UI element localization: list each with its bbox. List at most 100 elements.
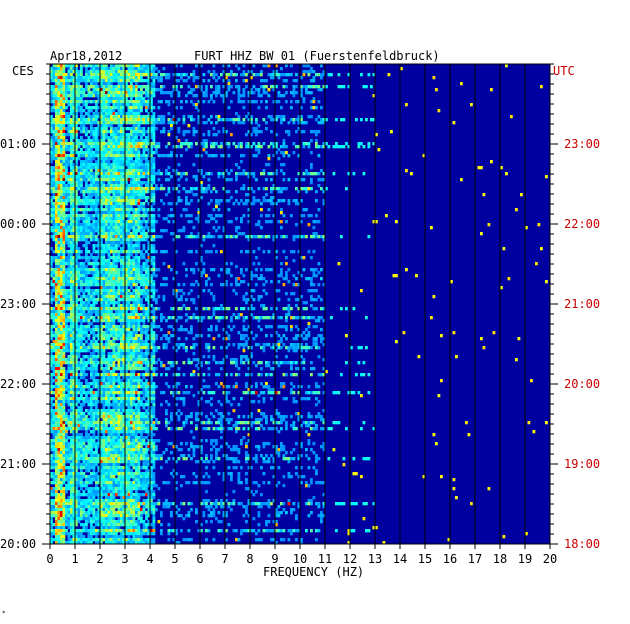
heatmap-cell bbox=[82, 265, 86, 269]
heatmap-cell bbox=[145, 121, 148, 125]
heatmap-cell bbox=[132, 103, 136, 107]
heatmap-cell bbox=[147, 64, 151, 68]
heatmap-cell bbox=[110, 184, 113, 188]
heatmap-cell bbox=[50, 76, 53, 80]
heatmap-cell bbox=[67, 199, 71, 203]
heatmap-cell bbox=[107, 202, 111, 206]
heatmap-cell bbox=[85, 106, 88, 110]
heatmap-cell bbox=[275, 85, 278, 89]
heatmap-cell bbox=[150, 322, 153, 326]
heatmap-cell bbox=[227, 172, 231, 176]
heatmap-cell bbox=[127, 85, 131, 89]
heatmap-cell bbox=[50, 271, 53, 275]
heatmap-cell bbox=[247, 238, 251, 242]
heatmap-cell bbox=[217, 307, 221, 311]
heatmap-cell bbox=[70, 250, 73, 254]
heatmap-cell bbox=[232, 91, 236, 95]
heatmap-cell bbox=[252, 235, 256, 239]
heatmap-cell bbox=[97, 226, 101, 230]
heatmap-cell bbox=[197, 235, 201, 239]
heatmap-cell bbox=[97, 211, 101, 215]
heatmap-cell bbox=[160, 73, 163, 77]
heatmap-cell bbox=[205, 91, 208, 95]
heatmap-cell bbox=[100, 208, 103, 212]
heatmap-cell bbox=[247, 307, 251, 311]
heatmap-cell bbox=[292, 151, 296, 155]
heatmap-cell bbox=[220, 214, 223, 218]
heatmap-cell bbox=[280, 121, 283, 125]
heatmap-cell bbox=[220, 118, 223, 122]
heatmap-cell bbox=[112, 235, 116, 239]
heatmap-cell bbox=[150, 217, 153, 221]
heatmap-cell bbox=[290, 100, 293, 104]
heatmap-cell bbox=[97, 142, 101, 146]
heatmap-cell bbox=[92, 232, 96, 236]
heatmap-cell bbox=[130, 115, 133, 119]
heatmap-cell bbox=[127, 76, 131, 80]
heatmap-cell bbox=[222, 85, 226, 89]
heatmap-cell bbox=[222, 328, 226, 332]
heatmap-cell bbox=[267, 316, 271, 320]
heatmap-cell bbox=[140, 136, 143, 140]
heatmap-cell bbox=[280, 199, 283, 203]
heatmap-cell bbox=[120, 334, 123, 338]
heatmap-cell bbox=[77, 202, 81, 206]
heatmap-cell bbox=[60, 220, 63, 224]
heatmap-cell bbox=[130, 187, 133, 191]
heatmap-cell bbox=[145, 148, 148, 152]
heatmap-cell bbox=[210, 145, 213, 149]
heatmap-cell bbox=[90, 199, 93, 203]
heatmap-cell bbox=[167, 214, 171, 218]
heatmap-cell bbox=[252, 289, 256, 293]
heatmap-cell bbox=[137, 286, 141, 290]
heatmap-cell bbox=[257, 298, 261, 302]
heatmap-cell bbox=[152, 220, 156, 224]
heatmap-cell bbox=[167, 331, 171, 335]
heatmap-cell bbox=[147, 154, 151, 158]
heatmap-cell bbox=[57, 268, 61, 272]
heatmap-cell bbox=[230, 178, 233, 182]
heatmap-cell bbox=[105, 202, 108, 206]
heatmap-cell bbox=[65, 250, 68, 254]
heatmap-cell bbox=[120, 277, 123, 281]
heatmap-cell bbox=[312, 274, 316, 278]
heatmap-cell bbox=[130, 295, 133, 299]
heatmap-cell bbox=[75, 208, 78, 212]
heatmap-cell bbox=[235, 73, 238, 77]
heatmap-cell bbox=[100, 223, 103, 227]
heatmap-cell bbox=[55, 208, 58, 212]
heatmap-cell bbox=[295, 187, 298, 191]
heatmap-cell bbox=[152, 244, 156, 248]
heatmap-cell bbox=[317, 178, 321, 182]
heatmap-cell bbox=[72, 289, 76, 293]
heatmap-cell bbox=[55, 259, 58, 263]
heatmap-cell bbox=[202, 307, 206, 311]
heatmap-cell bbox=[110, 226, 113, 230]
heatmap-cell bbox=[322, 202, 326, 206]
heatmap-cell bbox=[50, 190, 53, 194]
heatmap-cell bbox=[272, 316, 276, 320]
heatmap-cell bbox=[77, 85, 81, 89]
heatmap-cell bbox=[132, 223, 136, 227]
heatmap-cell bbox=[90, 187, 93, 191]
heatmap-cell bbox=[65, 271, 68, 275]
heatmap-cell bbox=[127, 94, 131, 98]
heatmap-cell bbox=[55, 184, 58, 188]
heatmap-cell bbox=[490, 160, 493, 164]
heatmap-cell bbox=[310, 298, 313, 302]
heatmap-cell bbox=[102, 256, 106, 260]
heatmap-cell bbox=[75, 73, 78, 77]
heatmap-cell bbox=[100, 100, 103, 104]
heatmap-cell bbox=[140, 118, 143, 122]
heatmap-cell bbox=[167, 103, 171, 107]
heatmap-cell bbox=[92, 70, 96, 74]
heatmap-cell bbox=[230, 169, 233, 173]
heatmap-cell bbox=[337, 85, 341, 89]
heatmap-cell bbox=[72, 169, 76, 173]
heatmap-cell bbox=[75, 175, 78, 179]
heatmap-cell bbox=[82, 295, 86, 299]
heatmap-cell bbox=[67, 172, 71, 176]
heatmap-cell bbox=[220, 316, 223, 320]
heatmap-cell bbox=[200, 64, 203, 68]
heatmap-cell bbox=[262, 277, 266, 281]
